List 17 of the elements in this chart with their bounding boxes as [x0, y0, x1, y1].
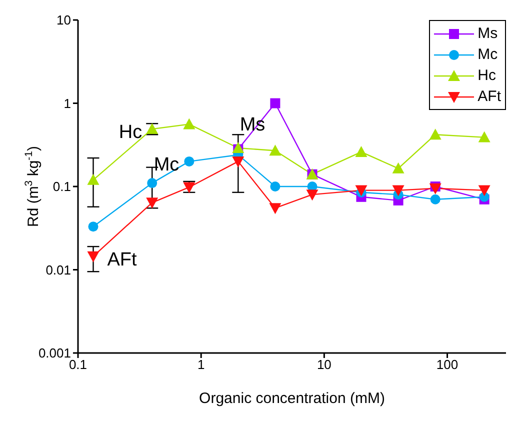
legend-label: Ms [478, 25, 498, 42]
legend-label: Hc [478, 67, 496, 84]
annotation: Hc [118, 122, 142, 144]
y-tick-label: 0.1 [52, 179, 71, 194]
x-tick-label: 10 [316, 357, 332, 372]
y-tick-label: 1 [64, 96, 71, 111]
annotation: Mc [154, 154, 180, 176]
x-tick-label: 1 [197, 357, 205, 372]
legend-label: Mc [478, 46, 498, 63]
legend-label: AFt [478, 88, 501, 105]
x-axis-title: Organic concentration (mM) [199, 390, 385, 407]
x-tick-label: 0.1 [68, 357, 88, 372]
y-tick-label: 0.01 [46, 262, 71, 278]
x-tick-label: 100 [436, 357, 458, 372]
y-tick-label: 10 [56, 12, 71, 28]
y-tick-label: 0.001 [38, 346, 71, 361]
annotation: AFt [107, 249, 138, 270]
